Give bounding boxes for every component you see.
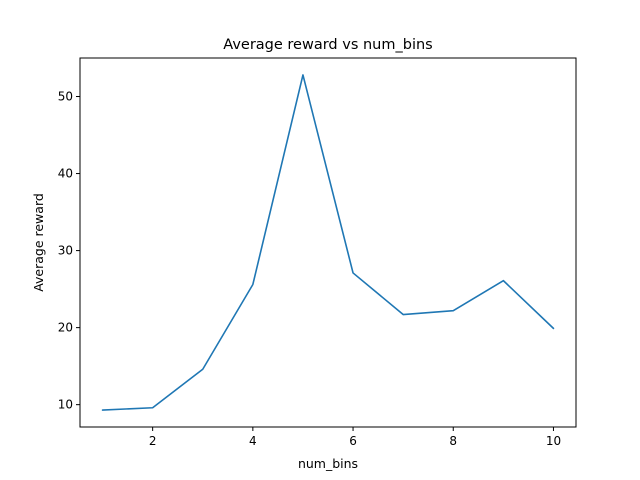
- y-axis-label: Average reward: [31, 193, 46, 292]
- y-tick-label: 20: [58, 321, 73, 335]
- x-tick-label: 8: [449, 434, 457, 448]
- x-axis-label: num_bins: [298, 456, 358, 471]
- chart-title: Average reward vs num_bins: [223, 37, 432, 53]
- y-tick-label: 10: [58, 398, 73, 412]
- series-layer: [101, 74, 555, 411]
- y-tick-label: 40: [58, 167, 73, 181]
- x-tick-label: 2: [149, 434, 157, 448]
- x-tick-label: 10: [546, 434, 561, 448]
- x-axis: 2 4 6 8 10: [149, 427, 561, 448]
- y-tick-label: 50: [58, 90, 73, 104]
- x-tick-label: 4: [249, 434, 257, 448]
- plot-frame: [79, 57, 577, 428]
- series-line: [101, 74, 555, 411]
- x-tick-label: 6: [349, 434, 357, 448]
- y-axis: 10 20 30 40 50: [58, 90, 80, 412]
- y-tick-label: 30: [58, 244, 73, 258]
